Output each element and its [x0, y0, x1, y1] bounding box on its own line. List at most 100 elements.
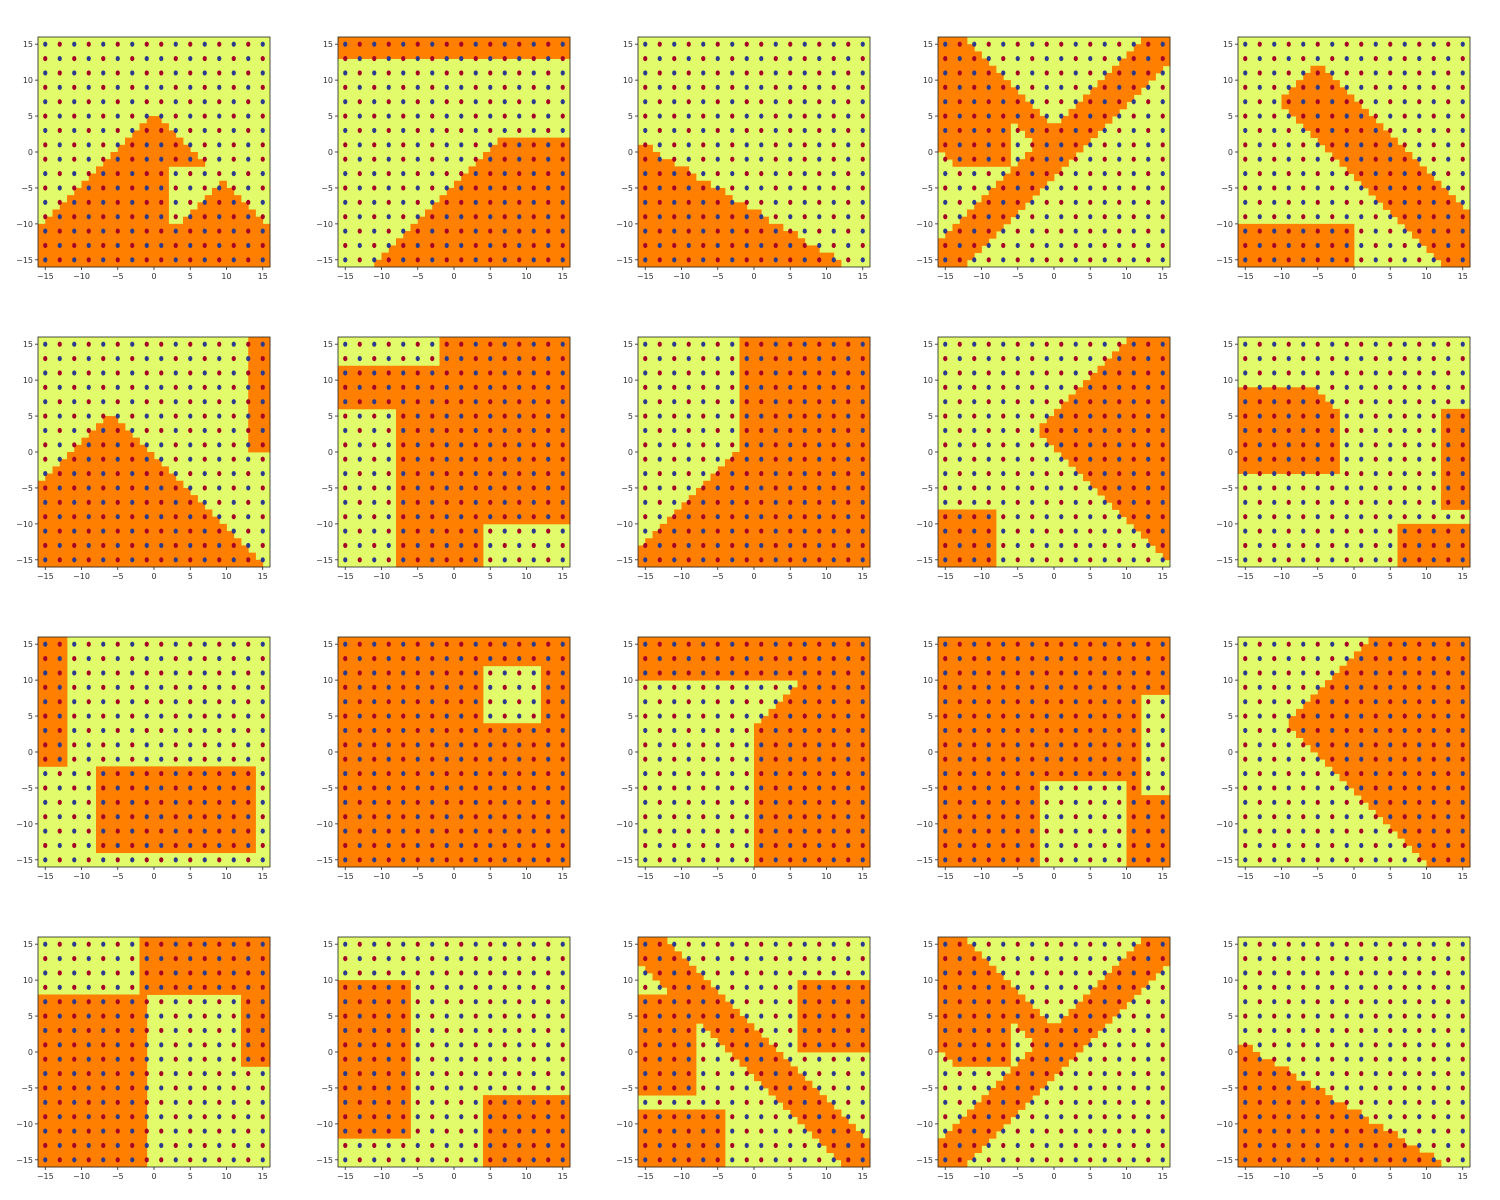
data-point — [715, 341, 720, 347]
data-point — [531, 641, 536, 647]
data-point — [444, 341, 449, 347]
data-point — [386, 113, 391, 119]
data-point — [159, 1070, 164, 1077]
data-point — [1117, 228, 1122, 234]
x-tick-label: 15 — [1458, 572, 1468, 581]
data-point — [372, 499, 377, 505]
y-tick-label: −5 — [1221, 784, 1233, 793]
data-point — [1272, 399, 1277, 405]
data-point — [672, 770, 677, 777]
y-tick-label: −5 — [621, 184, 633, 193]
data-point — [957, 727, 962, 734]
data-point — [1257, 857, 1262, 863]
data-point — [1359, 41, 1364, 47]
data-point — [1272, 185, 1277, 191]
data-point — [672, 228, 677, 234]
x-tick-label: 15 — [258, 572, 268, 581]
data-point — [643, 442, 648, 448]
data-point — [1431, 355, 1436, 362]
data-point — [430, 427, 435, 434]
data-point — [1431, 842, 1436, 849]
data-point — [502, 857, 507, 863]
data-point — [1146, 341, 1151, 347]
data-point — [386, 257, 391, 263]
data-point — [1330, 214, 1335, 220]
data-point — [1344, 228, 1349, 234]
data-point — [188, 199, 193, 205]
data-point — [1402, 41, 1407, 47]
data-point — [686, 399, 691, 405]
data-point — [759, 542, 764, 549]
data-point — [188, 170, 193, 177]
data-point — [730, 557, 735, 563]
data-point — [115, 70, 120, 76]
data-point — [1373, 528, 1378, 534]
data-point — [517, 485, 522, 491]
data-point — [430, 242, 435, 249]
data-point — [415, 1085, 420, 1091]
data-point — [217, 557, 222, 563]
data-point — [672, 499, 677, 505]
data-point — [1315, 456, 1320, 462]
data-point — [217, 257, 222, 263]
y-tick-label: 10 — [1223, 376, 1233, 385]
data-point — [57, 456, 62, 462]
data-point — [986, 156, 991, 162]
y-tick-label: 0 — [328, 748, 333, 757]
data-point — [217, 99, 222, 105]
x-tick-label: −15 — [637, 572, 654, 581]
data-point — [1073, 857, 1078, 863]
data-point — [643, 684, 648, 690]
data-point — [817, 756, 822, 762]
y-tick-label: 15 — [923, 340, 933, 349]
data-point — [101, 514, 106, 520]
data-point — [759, 456, 764, 462]
data-point — [943, 528, 948, 534]
data-point — [957, 828, 962, 834]
data-point — [672, 814, 677, 820]
data-point — [343, 970, 348, 976]
data-point — [1243, 770, 1248, 777]
data-point — [860, 399, 865, 405]
data-point — [372, 857, 377, 863]
data-point — [986, 528, 991, 534]
data-point — [1330, 514, 1335, 520]
x-tick-label: 10 — [221, 1172, 231, 1181]
data-point — [701, 355, 706, 362]
data-point — [657, 70, 662, 76]
data-point — [686, 727, 691, 734]
data-point — [686, 542, 691, 549]
data-point — [357, 514, 362, 520]
data-point — [730, 113, 735, 119]
data-point — [144, 456, 149, 462]
data-point — [672, 655, 677, 662]
data-point — [1373, 799, 1378, 805]
data-point — [246, 470, 251, 477]
data-point — [1388, 842, 1393, 849]
data-point — [1117, 142, 1122, 148]
data-point — [657, 1157, 662, 1163]
data-point — [943, 456, 948, 462]
data-point — [401, 785, 406, 791]
data-point — [643, 199, 648, 205]
data-point — [643, 456, 648, 462]
data-point — [1030, 742, 1035, 748]
data-point — [459, 984, 464, 990]
data-point — [231, 99, 236, 105]
data-point — [1146, 713, 1151, 719]
data-point — [260, 1157, 265, 1163]
data-point — [1001, 456, 1006, 462]
x-tick-label: 15 — [558, 872, 568, 881]
data-point — [188, 857, 193, 863]
data-point — [1015, 142, 1020, 148]
data-point — [401, 670, 406, 676]
data-point — [1044, 427, 1049, 434]
x-tick-label: −15 — [937, 572, 954, 581]
data-point — [1257, 485, 1262, 491]
data-point — [43, 514, 48, 520]
data-point — [260, 127, 265, 134]
data-point — [773, 799, 778, 805]
data-point — [1102, 684, 1107, 690]
data-point — [643, 127, 648, 134]
data-point — [159, 1142, 164, 1149]
